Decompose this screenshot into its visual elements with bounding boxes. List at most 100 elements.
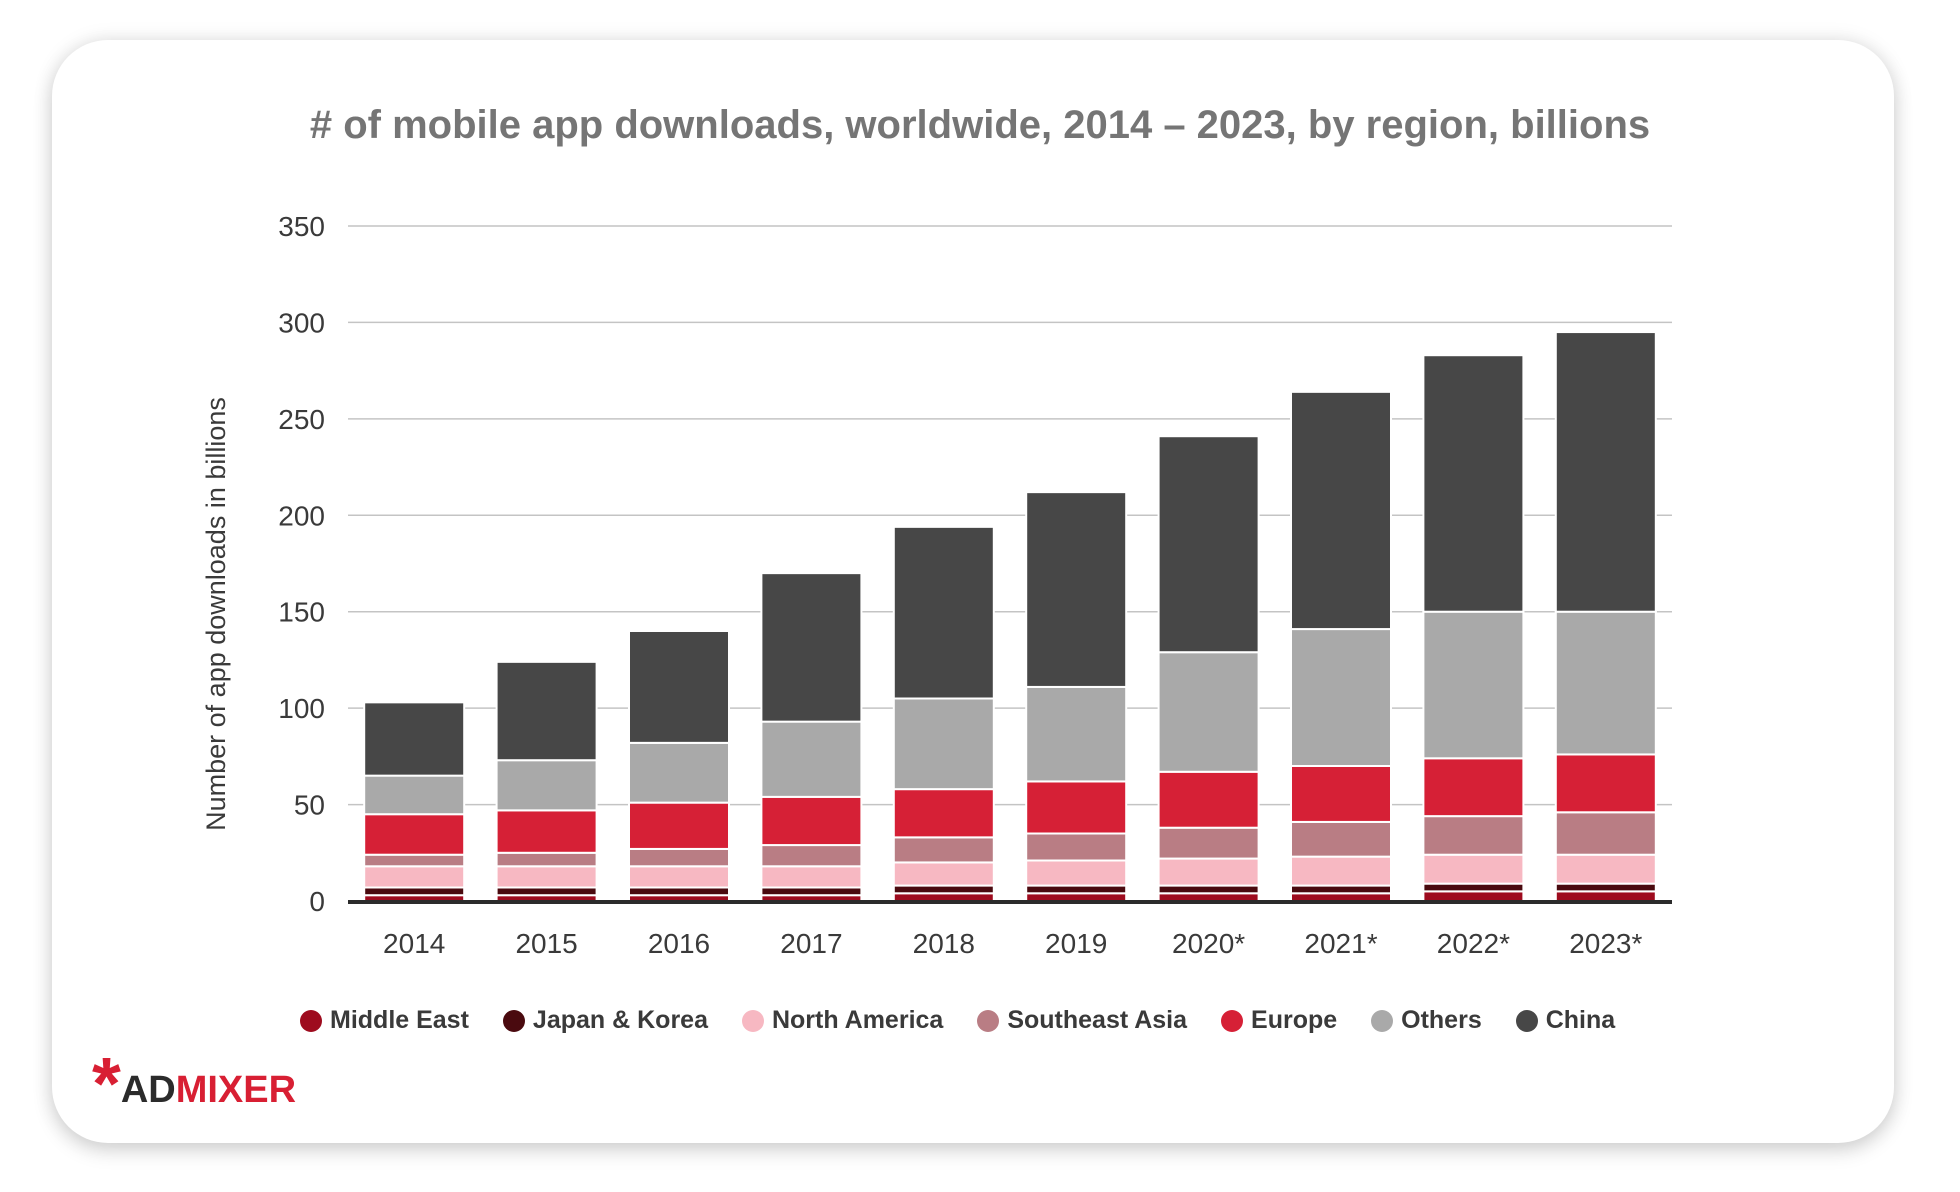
bar-middle-east-2021 [1290,892,1392,902]
bar-north-america-2016 [628,865,730,889]
x-tick-label-2018: 2018 [913,928,975,959]
legend-label-others: Others [1401,1006,1482,1034]
bar-china-2014 [363,701,466,777]
bar-southeast-asia-2014 [363,853,466,868]
bar-japan-korea-2016 [628,886,730,897]
bar-japan-korea-2023 [1554,882,1657,893]
legend-item-china: China [1515,1006,1616,1035]
legend-item-southeast-asia: Southeast Asia [977,1006,1187,1035]
legend-swatch-europe [1221,1009,1244,1032]
bar-japan-korea-2015 [495,886,598,897]
bar-others-2023 [1554,610,1657,756]
bar-north-america-2023 [1554,853,1657,885]
x-tick-label-2023: 2023* [1569,928,1642,959]
legend-item-others: Others [1371,1006,1482,1035]
chart-title: # of mobile app downloads, worldwide, 20… [309,103,1651,147]
legend-label-southeast-asia: Southeast Asia [1007,1006,1188,1034]
bar-china-2021 [1290,390,1392,631]
x-tick-label-2019: 2019 [1045,928,1107,959]
x-tick-label-2017: 2017 [780,928,842,959]
bar-middle-east-2022 [1422,890,1525,902]
legend-swatch-middle-east [300,1009,322,1032]
x-tick-label-2015: 2015 [515,928,577,959]
legend-swatch-china [1515,1009,1538,1032]
legend-label-china: China [1545,1006,1616,1034]
bar-middle-east-2020 [1157,892,1260,902]
y-tick-label-200: 200 [278,500,325,531]
bar-southeast-asia-2022 [1422,815,1525,856]
bar-others-2021 [1290,628,1392,767]
bar-north-america-2021 [1290,855,1392,887]
y-tick-label-50: 50 [294,790,325,821]
bar-north-america-2015 [495,865,598,889]
x-tick-label-2016: 2016 [648,928,710,959]
bar-middle-east-2018 [892,892,995,902]
bar-china-2022 [1422,354,1525,613]
bar-north-america-2017 [760,865,863,889]
bar-north-america-2022 [1422,853,1525,885]
y-tick-label-250: 250 [278,404,325,435]
y-tick-label-300: 300 [278,307,325,338]
x-tick-label-2021: 2021* [1304,928,1377,959]
legend-item-europe: Europe [1221,1006,1337,1035]
y-tick-label-100: 100 [278,693,325,724]
bar-others-2014 [363,774,466,816]
legend-item-japan-korea: Japan & Korea [502,1006,708,1035]
legend-label-japan-korea: Japan & Korea [532,1006,708,1034]
bar-china-2023 [1554,331,1657,613]
legend-item-middle-east: Middle East [300,1006,469,1035]
bar-others-2022 [1422,610,1525,760]
bar-china-2016 [628,630,730,744]
legend-label-europe: Europe [1251,1006,1338,1034]
brand-wordmark: ADMIXER [120,1069,297,1111]
bar-north-america-2019 [1025,859,1128,887]
bar-others-2015 [495,759,598,812]
bar-north-america-2018 [892,861,995,887]
y-tick-label-0: 0 [309,886,325,917]
bar-others-2016 [628,741,730,804]
bar-europe-2020 [1157,770,1260,829]
y-tick-label-350: 350 [278,211,325,242]
bar-southeast-asia-2021 [1290,820,1392,858]
bar-japan-korea-2021 [1290,884,1392,895]
y-tick-label-150: 150 [278,597,325,628]
bar-southeast-asia-2015 [495,851,598,868]
bar-china-2015 [495,660,598,762]
bar-europe-2014 [363,813,466,856]
x-tick-label-2014: 2014 [383,928,445,959]
bar-north-america-2014 [363,865,466,889]
legend-swatch-north-america [741,1009,764,1032]
bar-japan-korea-2020 [1157,884,1260,895]
bar-europe-2017 [760,795,863,847]
bar-china-2018 [892,525,995,700]
bar-southeast-asia-2019 [1025,832,1128,862]
legend-label-north-america: North America [771,1006,944,1034]
bar-southeast-asia-2020 [1157,826,1260,860]
bar-others-2017 [760,720,863,798]
bar-southeast-asia-2017 [760,844,863,868]
bar-europe-2016 [628,801,730,850]
bar-japan-korea-2022 [1422,882,1525,893]
admixer-logo: * ADMIXER [92,1042,297,1125]
legend-swatch-southeast-asia [977,1009,1000,1032]
bar-europe-2021 [1290,765,1392,823]
bar-middle-east-2023 [1554,890,1657,902]
x-tick-label-2022: 2022* [1437,928,1510,959]
bar-china-2019 [1025,491,1128,688]
bar-europe-2023 [1554,753,1657,814]
asterisk-icon: * [92,1042,121,1125]
legend-label-middle-east: Middle East [330,1006,469,1034]
bar-southeast-asia-2018 [892,836,995,864]
bar-europe-2022 [1422,757,1525,818]
x-tick-label-2020: 2020* [1172,928,1245,959]
bar-japan-korea-2017 [760,886,863,897]
bar-japan-korea-2018 [892,884,995,895]
bar-china-2020 [1157,435,1260,654]
bar-europe-2015 [495,809,598,854]
bar-others-2020 [1157,651,1260,773]
bar-others-2019 [1025,685,1128,783]
y-axis-label: Number of app downloads in billions [201,397,231,831]
legend-swatch-japan-korea [502,1009,525,1032]
bar-north-america-2020 [1157,857,1260,887]
